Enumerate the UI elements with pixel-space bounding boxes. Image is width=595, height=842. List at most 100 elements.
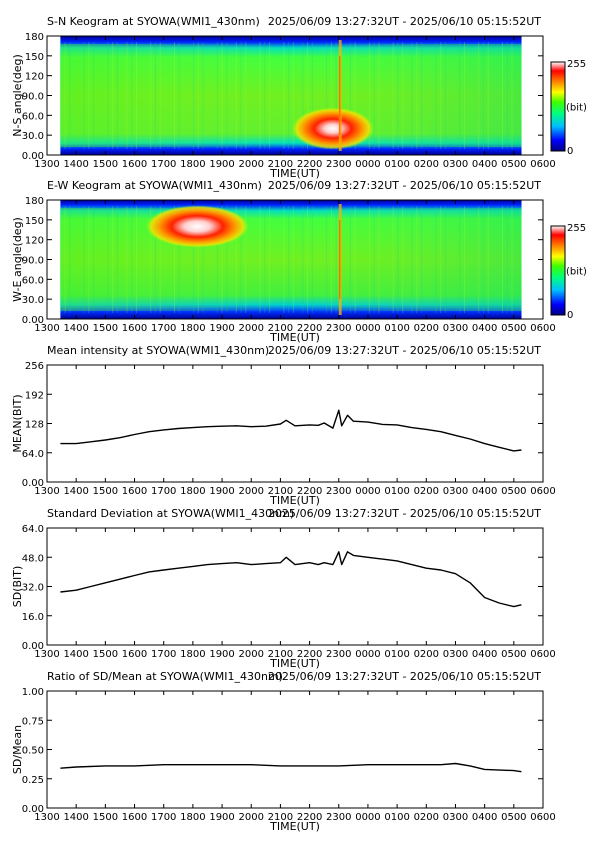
x-tick-label: 0200 — [414, 812, 439, 823]
x-tick-label: 0300 — [443, 812, 468, 823]
panel-title: S-N Keogram at SYOWA(WMI1_430nm) — [47, 15, 260, 28]
x-tick-label: 2100 — [268, 812, 293, 823]
keogram-tint — [60, 44, 522, 147]
x-tick-label: 0300 — [443, 649, 468, 660]
x-tick-label: 0300 — [443, 486, 468, 497]
x-tick-label: 0000 — [355, 649, 380, 660]
x-tick-label: 1900 — [209, 812, 234, 823]
x-tick-label: 1800 — [180, 323, 205, 334]
y-tick-label: 0.25 — [22, 775, 44, 786]
x-tick-label: 0100 — [384, 812, 409, 823]
x-tick-label: 0000 — [355, 812, 380, 823]
colorbar-min-label: 0 — [567, 146, 573, 157]
x-tick-label: 1500 — [93, 323, 118, 334]
x-tick-label: 0200 — [414, 486, 439, 497]
x-tick-label: 1400 — [63, 812, 88, 823]
y-tick-label: 150 — [25, 52, 44, 63]
x-tick-label: 1900 — [209, 486, 234, 497]
keogram-streak-core — [339, 56, 341, 135]
y-axis-label: SD/Mean — [11, 725, 24, 774]
panel-title: Mean intensity at SYOWA(WMI1_430nm) — [47, 344, 269, 357]
x-tick-label: 1700 — [151, 812, 176, 823]
keogram-streak-core — [339, 220, 341, 299]
x-tick-label: 1300 — [34, 159, 59, 170]
x-tick-label: 1300 — [34, 812, 59, 823]
x-tick-label: 2300 — [326, 323, 351, 334]
x-axis-label: TIME(UT) — [269, 657, 320, 670]
x-tick-label: 1300 — [34, 649, 59, 660]
colorbar — [550, 61, 566, 152]
x-tick-label: 0600 — [530, 812, 555, 823]
x-tick-label: 0400 — [472, 812, 497, 823]
x-tick-label: 1500 — [93, 159, 118, 170]
y-tick-label: 30.0 — [22, 295, 44, 306]
x-tick-label: 1600 — [122, 486, 147, 497]
x-axis-label: TIME(UT) — [269, 331, 320, 344]
x-tick-label: 0400 — [472, 323, 497, 334]
y-tick-label: 60.0 — [22, 275, 44, 286]
y-tick-label: 60.0 — [22, 111, 44, 122]
plot-frame — [46, 527, 544, 646]
y-tick-label: 64.0 — [22, 524, 44, 535]
time-range: 2025/06/09 13:27:32UT - 2025/06/10 05:15… — [268, 15, 541, 28]
time-range: 2025/06/09 13:27:32UT - 2025/06/10 05:15… — [268, 670, 541, 683]
colorbar-min-label: 0 — [567, 310, 573, 321]
x-tick-label: 2000 — [239, 649, 264, 660]
y-tick-label: 0.50 — [22, 746, 44, 757]
x-tick-label: 2000 — [239, 323, 264, 334]
colorbar-max-label: 255 — [567, 59, 586, 70]
colorbar — [550, 225, 566, 316]
y-tick-label: 180 — [25, 196, 44, 207]
x-tick-label: 0000 — [355, 486, 380, 497]
x-tick-label: 1500 — [93, 649, 118, 660]
x-tick-label: 2100 — [268, 486, 293, 497]
x-tick-label: 0300 — [443, 323, 468, 334]
series-line — [60, 409, 522, 452]
keogram-tint — [60, 208, 522, 311]
x-tick-label: 0200 — [414, 159, 439, 170]
x-tick-label: 2300 — [326, 812, 351, 823]
x-tick-label: 2000 — [239, 159, 264, 170]
x-tick-label: 0500 — [501, 486, 526, 497]
x-tick-label: 1800 — [180, 486, 205, 497]
x-tick-label: 1900 — [209, 649, 234, 660]
y-tick-label: 16.0 — [22, 612, 44, 623]
x-axis-label: TIME(UT) — [269, 820, 320, 833]
x-tick-label: 2200 — [297, 812, 322, 823]
x-tick-label: 0500 — [501, 649, 526, 660]
y-tick-label: 0.00 — [22, 804, 44, 815]
y-tick-label: 150 — [25, 216, 44, 227]
x-tick-label: 0200 — [414, 323, 439, 334]
x-tick-label: 0500 — [501, 812, 526, 823]
x-tick-label: 1300 — [34, 486, 59, 497]
x-tick-label: 2300 — [326, 486, 351, 497]
x-tick-label: 2200 — [297, 649, 322, 660]
y-axis-label: N-S angle(deg) — [11, 54, 24, 137]
x-tick-label: 2200 — [297, 486, 322, 497]
x-tick-label: 2000 — [239, 812, 264, 823]
time-range: 2025/06/09 13:27:32UT - 2025/06/10 05:15… — [268, 507, 541, 520]
y-tick-label: 180 — [25, 32, 44, 43]
y-axis-label: W-E angle(deg) — [11, 217, 24, 302]
keogram-aurora-blob — [145, 205, 249, 248]
x-tick-label: 2000 — [239, 486, 264, 497]
y-tick-label: 0.00 — [22, 151, 44, 162]
x-tick-label: 1300 — [34, 323, 59, 334]
panel-title: Standard Deviation at SYOWA(WMI1_430nm) — [47, 507, 294, 520]
x-tick-label: 1700 — [151, 486, 176, 497]
x-tick-label: 2300 — [326, 649, 351, 660]
y-tick-label: 0.00 — [22, 478, 44, 489]
panel-1: S-N Keogram at SYOWA(WMI1_430nm) 2025/06/… — [11, 15, 587, 180]
y-axis-label: SD(BIT) — [11, 566, 24, 608]
x-tick-label: 0100 — [384, 323, 409, 334]
x-tick-label: 0100 — [384, 649, 409, 660]
x-tick-label: 1700 — [151, 649, 176, 660]
x-tick-label: 0600 — [530, 649, 555, 660]
x-tick-label: 1500 — [93, 812, 118, 823]
x-tick-label: 1600 — [122, 159, 147, 170]
y-tick-label: 1.00 — [22, 687, 44, 698]
panel-3: Mean intensity at SYOWA(WMI1_430nm)2025/… — [11, 344, 556, 507]
y-tick-label: 256 — [25, 361, 44, 372]
y-tick-label: 0.00 — [22, 641, 44, 652]
